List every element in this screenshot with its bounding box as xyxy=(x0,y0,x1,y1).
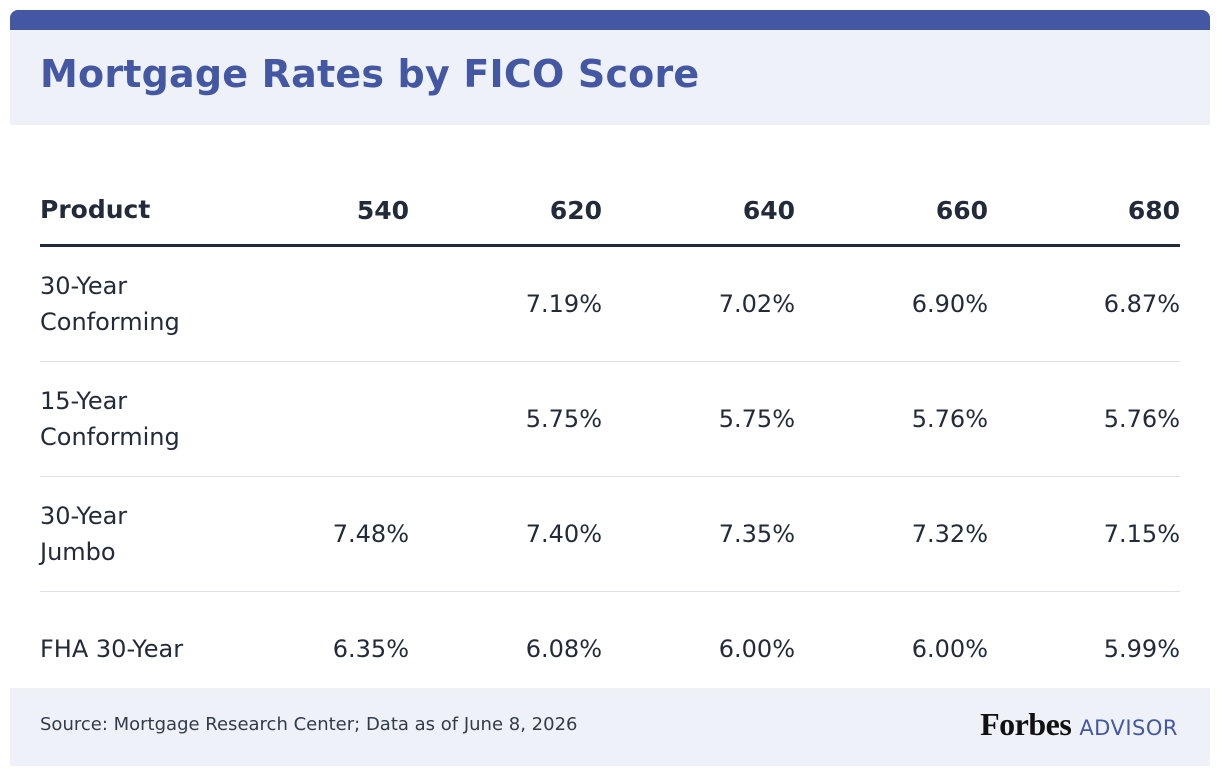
rate-cell: 7.48% xyxy=(332,520,409,548)
rate-cell: 5.75% xyxy=(525,405,602,433)
product-cell: 15-Year Conforming xyxy=(40,387,180,451)
rate-cell: 7.40% xyxy=(525,520,602,548)
rate-cell: 6.00% xyxy=(718,635,795,663)
product-cell: 30-Year Conforming xyxy=(40,272,180,336)
column-header: 620 xyxy=(549,195,602,225)
logo: Forbes ADVISOR xyxy=(980,706,1178,743)
header-row: Product 540 620 640 660 680 xyxy=(40,176,1180,247)
title: Mortgage Rates by FICO Score xyxy=(40,52,700,96)
rate-cell: 5.99% xyxy=(1103,635,1180,663)
table-row: FHA 30-Year 6.35% 6.08% 6.00% 6.00% 5.99% xyxy=(40,592,1180,706)
rate-cell: 6.87% xyxy=(1103,290,1180,318)
table-row: 15-Year Conforming 5.75% 5.75% 5.76% 5.76% xyxy=(40,362,1180,477)
rate-cell: 5.76% xyxy=(911,405,988,433)
header: Mortgage Rates by FICO Score xyxy=(10,30,1210,125)
column-header: 660 xyxy=(935,195,988,225)
rate-cell: 7.35% xyxy=(718,520,795,548)
rate-cell: 5.76% xyxy=(1103,405,1180,433)
column-header: 540 xyxy=(356,195,409,225)
column-header: 680 xyxy=(1127,195,1180,225)
footer: Source: Mortgage Research Center; Data a… xyxy=(10,688,1210,766)
table-row: 30-Year Conforming 7.19% 7.02% 6.90% 6.87% xyxy=(40,247,1180,362)
rate-cell: 6.00% xyxy=(911,635,988,663)
table: Product 540 620 640 660 680 30-Year Conforming… xyxy=(40,176,1180,706)
logo-suffix: ADVISOR xyxy=(1079,716,1178,740)
logo-text: Forbes xyxy=(980,706,1072,742)
rate-cell: 6.35% xyxy=(332,635,409,663)
table-row: 30-Year Jumbo 7.48% 7.40% 7.35% 7.32% 7.15% xyxy=(40,477,1180,592)
rate-cell: 5.75% xyxy=(718,405,795,433)
rate-cell: 7.19% xyxy=(525,290,602,318)
rate-cell: 7.02% xyxy=(718,290,795,318)
rate-cell: 7.15% xyxy=(1103,520,1180,548)
column-header: Product xyxy=(40,195,151,224)
product-cell: 30-Year Jumbo xyxy=(40,502,128,566)
rate-cell: 6.90% xyxy=(911,290,988,318)
rate-cell: 7.32% xyxy=(911,520,988,548)
rate-cell: 6.08% xyxy=(525,635,602,663)
product-cell: FHA 30-Year xyxy=(40,635,184,663)
column-header: 640 xyxy=(742,195,795,225)
source: Source: Mortgage Research Center; Data a… xyxy=(40,714,578,735)
